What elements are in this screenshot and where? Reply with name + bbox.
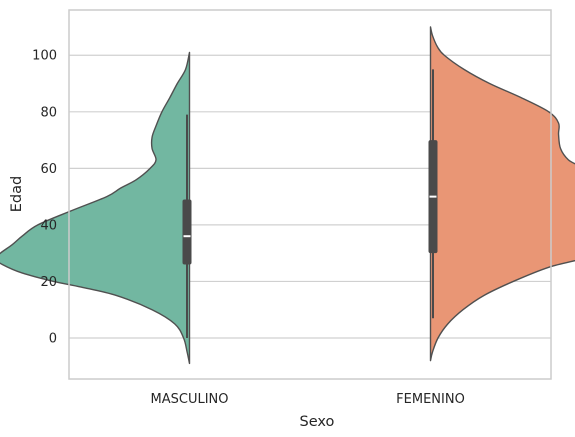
x-axis-label: Sexo: [300, 414, 335, 430]
y-axis-ticks: 0 20 40 60 80 100: [32, 49, 57, 347]
y-tick-label-0: 0: [49, 332, 57, 347]
box-plots: [182, 69, 438, 338]
x-axis-ticks: MASCULINO FEMENINO: [151, 392, 465, 407]
iqr-box-masculino: [182, 199, 192, 265]
x-tick-label-femenino: FEMENINO: [396, 392, 465, 407]
y-tick-label-60: 60: [40, 162, 57, 177]
plot-frame: [68, 9, 552, 380]
y-tick-label-80: 80: [40, 105, 57, 120]
y-tick-label-20: 20: [40, 275, 57, 290]
violin-femenino: [429, 26, 575, 362]
violins: [0, 26, 575, 365]
x-tick-label-masculino: MASCULINO: [151, 392, 229, 407]
y-tick-label-100: 100: [32, 49, 57, 64]
y-tick-label-40: 40: [40, 218, 57, 233]
violin-masculino: [0, 51, 191, 365]
y-axis-label: Edad: [9, 176, 25, 212]
